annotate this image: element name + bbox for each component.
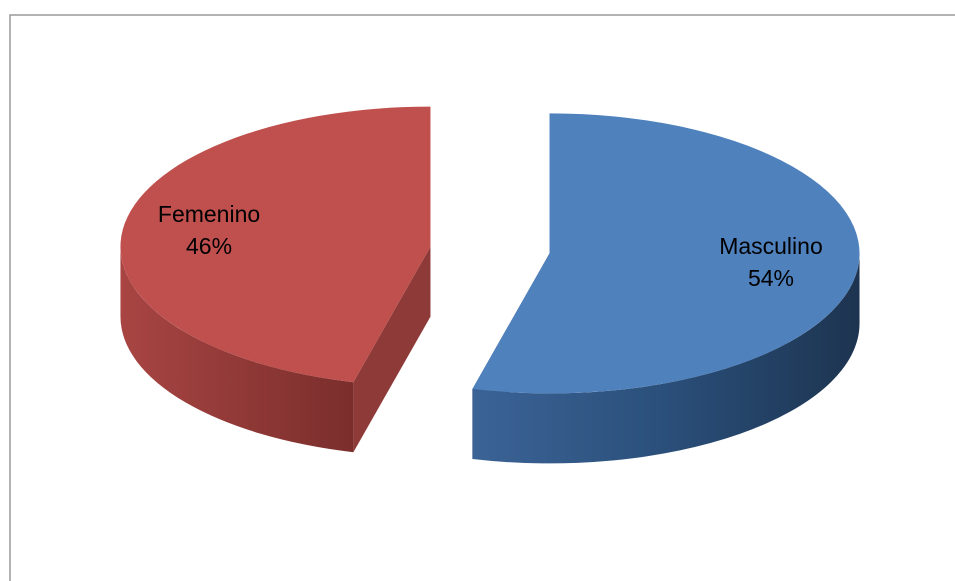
- slice-label: Masculino: [719, 233, 823, 259]
- slice: [472, 113, 860, 394]
- slice-side: [120, 246, 354, 453]
- slice-label: Femenino: [158, 201, 260, 227]
- slice-value-label: 54%: [748, 265, 794, 291]
- slice-wall: [353, 246, 431, 453]
- slice-value-label: 46%: [186, 233, 232, 259]
- slice: [120, 106, 431, 383]
- slice-side: [472, 253, 860, 464]
